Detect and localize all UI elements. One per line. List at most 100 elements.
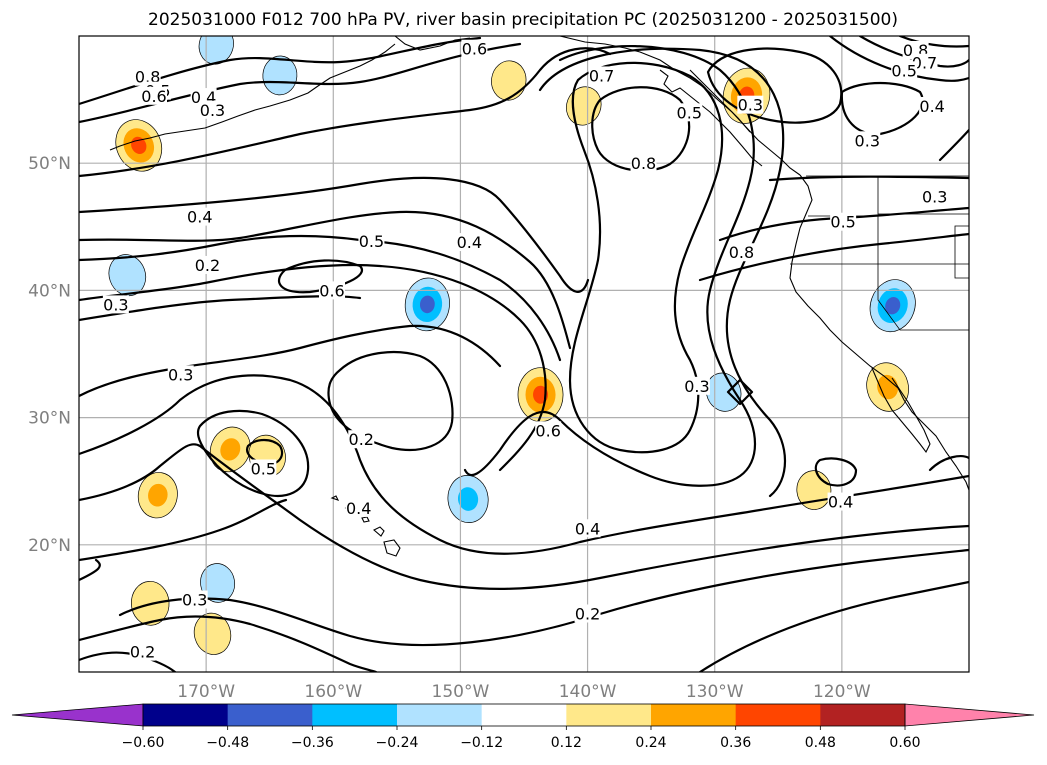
pv-contour — [828, 36, 969, 82]
pv-contour — [768, 175, 969, 182]
contour-label-bg — [461, 39, 488, 58]
contour-label: 0.5 — [251, 459, 276, 478]
colorbar-segment — [735, 704, 821, 726]
contour-label-bg — [683, 376, 710, 395]
precip-fill-level — [193, 612, 232, 655]
state-borders — [790, 215, 969, 331]
y-axis-ticks: 20°N 30°N 40°N 50°N — [28, 154, 71, 556]
contour-label-bg — [134, 67, 161, 86]
precip-fill-level — [262, 55, 298, 96]
contour-label-bg — [319, 281, 346, 300]
pv-contour — [246, 438, 284, 466]
contour-label-bg — [141, 86, 168, 105]
precip-fill-level — [200, 563, 236, 603]
colorbar-tick-label: −0.12 — [460, 735, 503, 751]
negative-precip-anomaly — [200, 563, 236, 603]
contour-label-bg — [181, 590, 208, 609]
contour-label: 0.2 — [130, 643, 155, 662]
colorbar-tick-label: −0.24 — [376, 735, 419, 751]
contour-label: 0.7 — [912, 54, 937, 73]
precip-fill-level — [148, 483, 168, 507]
contour-label: 0.5 — [830, 213, 855, 232]
precip-fill-level — [108, 254, 147, 297]
na-west-coast — [789, 174, 969, 491]
colorbar-tick-label: 0.12 — [551, 735, 582, 751]
contour-label: 0.3 — [103, 295, 128, 314]
pv-contour — [698, 232, 969, 282]
x-tick-label: 130°W — [686, 682, 744, 702]
map-frame — [78, 35, 970, 673]
contour-label: 0.3 — [168, 365, 193, 384]
pv-contour — [898, 36, 969, 48]
contour-label-bg — [186, 207, 213, 226]
pv-contour — [79, 263, 547, 472]
pv-contour — [79, 443, 969, 590]
contour-label: 0.3 — [738, 96, 763, 115]
pv-contour-layer — [79, 36, 969, 672]
contour-label-layer: 0.60.80.50.60.40.30.70.50.80.30.80.70.50… — [102, 39, 948, 662]
contour-label-bg — [588, 66, 615, 85]
contour-label-bg — [102, 295, 129, 314]
colorbar-segment — [651, 704, 737, 726]
pv-contour — [79, 615, 378, 672]
colorbar-extend-low — [11, 703, 144, 727]
pv-contour — [79, 176, 590, 293]
contour-label-bg — [728, 243, 755, 262]
colorbar-segment — [820, 704, 906, 726]
negative-precip-anomaly — [262, 55, 298, 96]
contour-label: 0.5 — [359, 232, 384, 251]
pv-contour — [79, 210, 572, 350]
colorbar-tick-label: 0.36 — [720, 735, 751, 751]
y-tick-label: 40°N — [28, 281, 71, 301]
precip-fill-level — [457, 487, 479, 511]
pv-contour — [938, 128, 969, 162]
contour-label-bg — [199, 100, 226, 119]
contour-label-bg — [345, 498, 372, 517]
positive-precip-anomaly — [137, 472, 178, 519]
colorbar-tick-label: −0.48 — [206, 735, 249, 751]
contour-label-bg — [250, 459, 277, 478]
pv-contour — [840, 81, 924, 136]
colorbar-extend-high — [904, 703, 1035, 727]
contour-label-bg — [535, 421, 562, 440]
pv-contour — [928, 455, 969, 472]
contour-label: 0.4 — [187, 208, 212, 227]
y-tick-label: 30°N — [28, 409, 71, 429]
contour-label-bg — [830, 212, 857, 231]
x-tick-label: 160°W — [304, 682, 362, 702]
gridlines — [79, 36, 969, 672]
contour-label-bg — [574, 604, 601, 623]
pv-contour — [79, 558, 101, 582]
contour-label: 0.3 — [684, 377, 709, 396]
x-axis-ticks: 170°W 160°W 150°W 140°W 130°W 120°W — [177, 682, 871, 702]
contour-label: 0.2 — [575, 604, 600, 623]
pv-contour — [698, 580, 969, 672]
negative-precip-anomaly — [404, 277, 450, 332]
pv-contour — [79, 498, 288, 562]
contour-label: 0.8 — [729, 243, 754, 262]
contour-label-bg — [348, 430, 375, 449]
x-tick-label: 150°W — [432, 682, 490, 702]
contour-label-bg — [921, 187, 948, 206]
pv-contour — [79, 324, 502, 398]
contour-label-bg — [456, 233, 483, 252]
pv-contour — [726, 378, 754, 406]
pv-contour — [118, 548, 969, 647]
contour-label-bg — [911, 53, 938, 72]
colorbar-tick-label: −0.60 — [122, 735, 165, 751]
contour-label-bg — [630, 154, 657, 173]
precip-fill-level — [419, 295, 435, 314]
pv-contour — [463, 44, 757, 487]
contour-label: 0.5 — [677, 103, 702, 122]
negative-precip-anomaly — [447, 475, 489, 523]
colorbar-segment — [227, 704, 313, 726]
pv-contour — [591, 86, 691, 172]
contour-label-bg — [919, 96, 946, 115]
contour-label-bg — [854, 131, 881, 150]
positive-precip-anomaly — [193, 612, 232, 655]
precip-fill-level — [220, 438, 241, 461]
contour-label: 0.4 — [457, 233, 482, 252]
contour-label: 0.6 — [141, 87, 166, 106]
precip-fill-level — [885, 296, 901, 315]
